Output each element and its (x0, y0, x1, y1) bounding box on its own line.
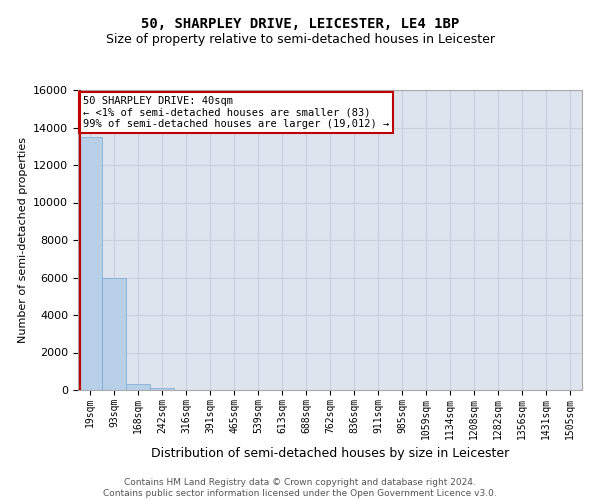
Text: 50, SHARPLEY DRIVE, LEICESTER, LE4 1BP: 50, SHARPLEY DRIVE, LEICESTER, LE4 1BP (141, 18, 459, 32)
Bar (78, 137, 102, 390)
Bar (102, 278, 126, 390)
Bar (150, 388, 174, 390)
Bar (126, 384, 150, 390)
Y-axis label: Number of semi-detached properties: Number of semi-detached properties (17, 137, 28, 343)
Text: Contains HM Land Registry data © Crown copyright and database right 2024.
Contai: Contains HM Land Registry data © Crown c… (103, 478, 497, 498)
Text: Size of property relative to semi-detached houses in Leicester: Size of property relative to semi-detach… (106, 32, 494, 46)
X-axis label: Distribution of semi-detached houses by size in Leicester: Distribution of semi-detached houses by … (151, 447, 509, 460)
Text: 50 SHARPLEY DRIVE: 40sqm
← <1% of semi-detached houses are smaller (83)
99% of s: 50 SHARPLEY DRIVE: 40sqm ← <1% of semi-d… (83, 96, 389, 129)
